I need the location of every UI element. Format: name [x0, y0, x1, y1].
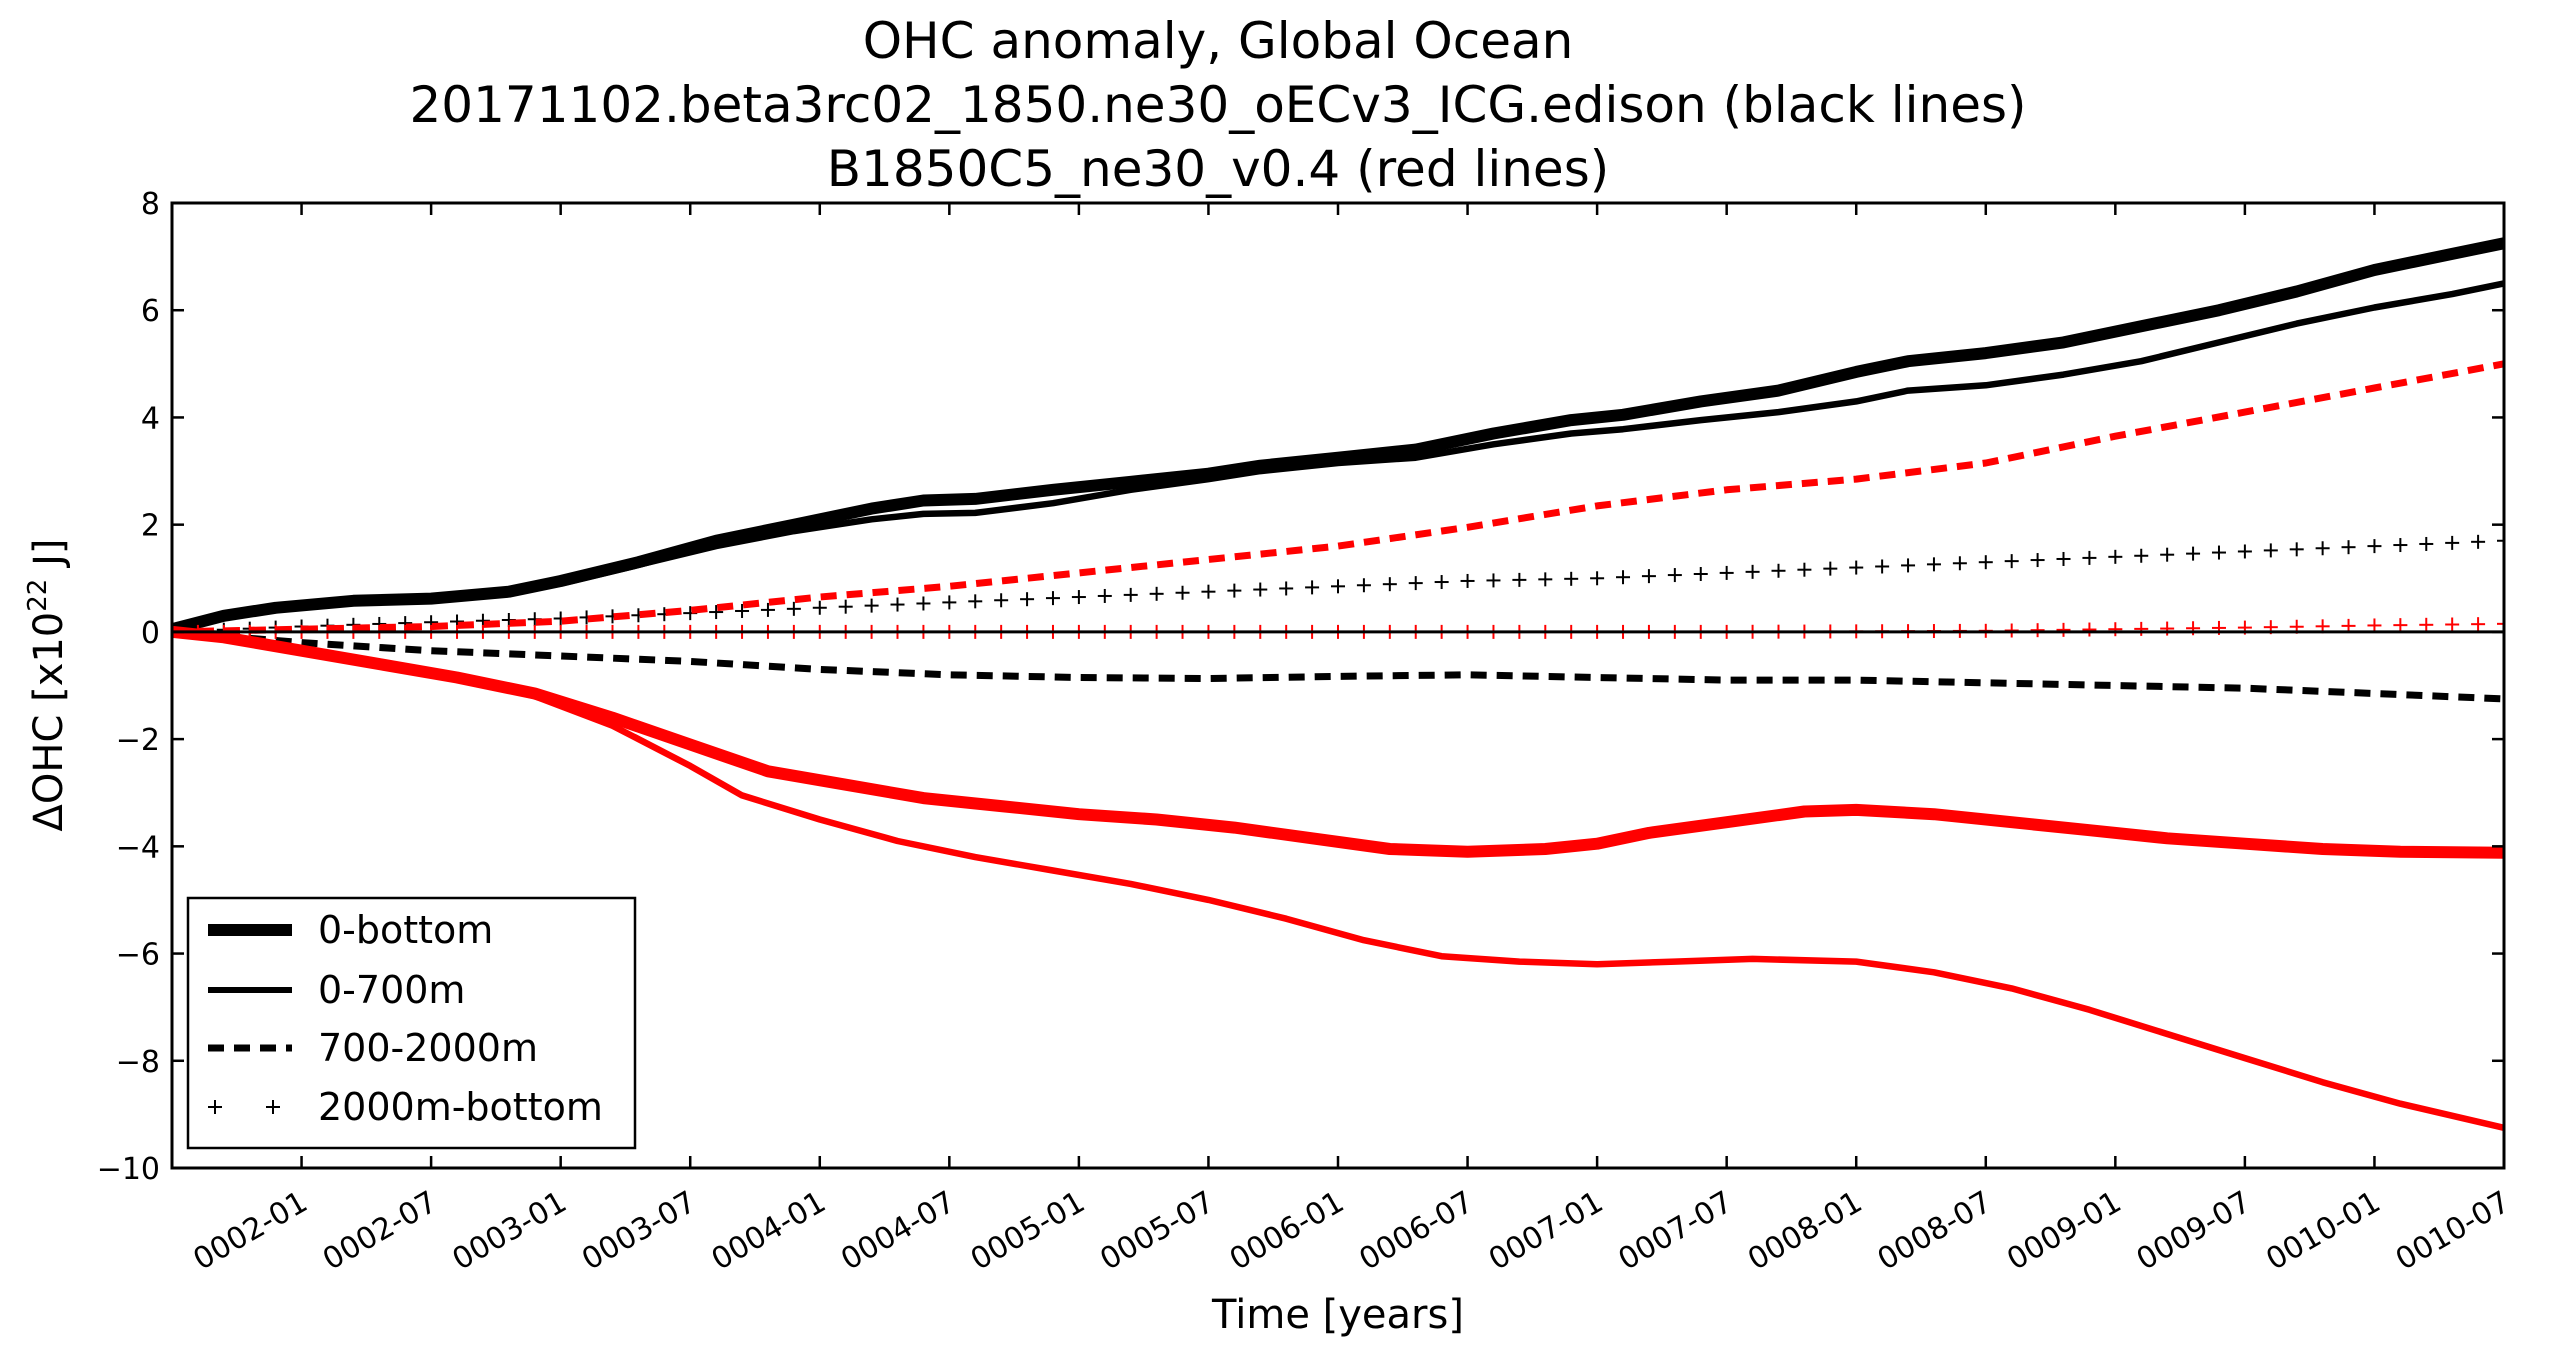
title-line-1: OHC anomaly, Global Ocean: [863, 12, 1574, 70]
legend-box: [186, 896, 637, 1150]
legend-label-700-2000m: 700-2000m: [318, 1026, 538, 1070]
y-axis: −10 −8 −6 −4 −2 0 2 4 6 8: [97, 187, 2504, 1187]
y-tick-label: −10: [97, 1152, 160, 1187]
y-axis-label-exponent: 22: [23, 579, 53, 612]
legend-label-2000m-bottom: 2000m-bottom: [318, 1085, 603, 1129]
y-tick-label: 6: [141, 294, 160, 329]
y-tick-label: 8: [141, 187, 160, 222]
legend-swatch-2000m-bottom: [208, 1100, 280, 1114]
y-tick-label: 4: [141, 401, 160, 436]
series-red-0-700m-line: [172, 628, 2504, 1131]
chart-title: OHC anomaly, Global Ocean 20171102.beta3…: [409, 12, 2026, 198]
y-tick-label: 0: [141, 616, 160, 651]
y-tick-label: −2: [116, 723, 160, 758]
title-line-2: 20171102.beta3rc02_1850.ne30_oECv3_ICG.e…: [409, 76, 2026, 134]
series-red-0-bottom-line: [172, 625, 2504, 859]
title-line-3: B1850C5_ne30_v0.4 (red lines): [827, 140, 1610, 198]
y-tick-label: 2: [141, 509, 160, 544]
series-black-0-700m-line: [172, 280, 2504, 633]
y-axis-label-main: ΔOHC [x10: [26, 612, 72, 832]
x-axis-label: Time [years]: [1211, 1292, 1464, 1338]
y-tick-label: −4: [116, 830, 160, 865]
series-red-700-2000m-line: [172, 360, 2504, 636]
y-axis-label: ΔOHC [x1022 J]: [23, 539, 72, 832]
legend-label-0-700m: 0-700m: [318, 968, 465, 1012]
y-axis-label-tail: J]: [26, 539, 72, 579]
y-tick-label: −6: [116, 938, 160, 973]
legend: 0-bottom 0-700m 700-2000m 2000m-bottom: [186, 896, 637, 1150]
legend-label-0-bottom: 0-bottom: [318, 908, 493, 952]
y-tick-label: −8: [116, 1045, 160, 1080]
